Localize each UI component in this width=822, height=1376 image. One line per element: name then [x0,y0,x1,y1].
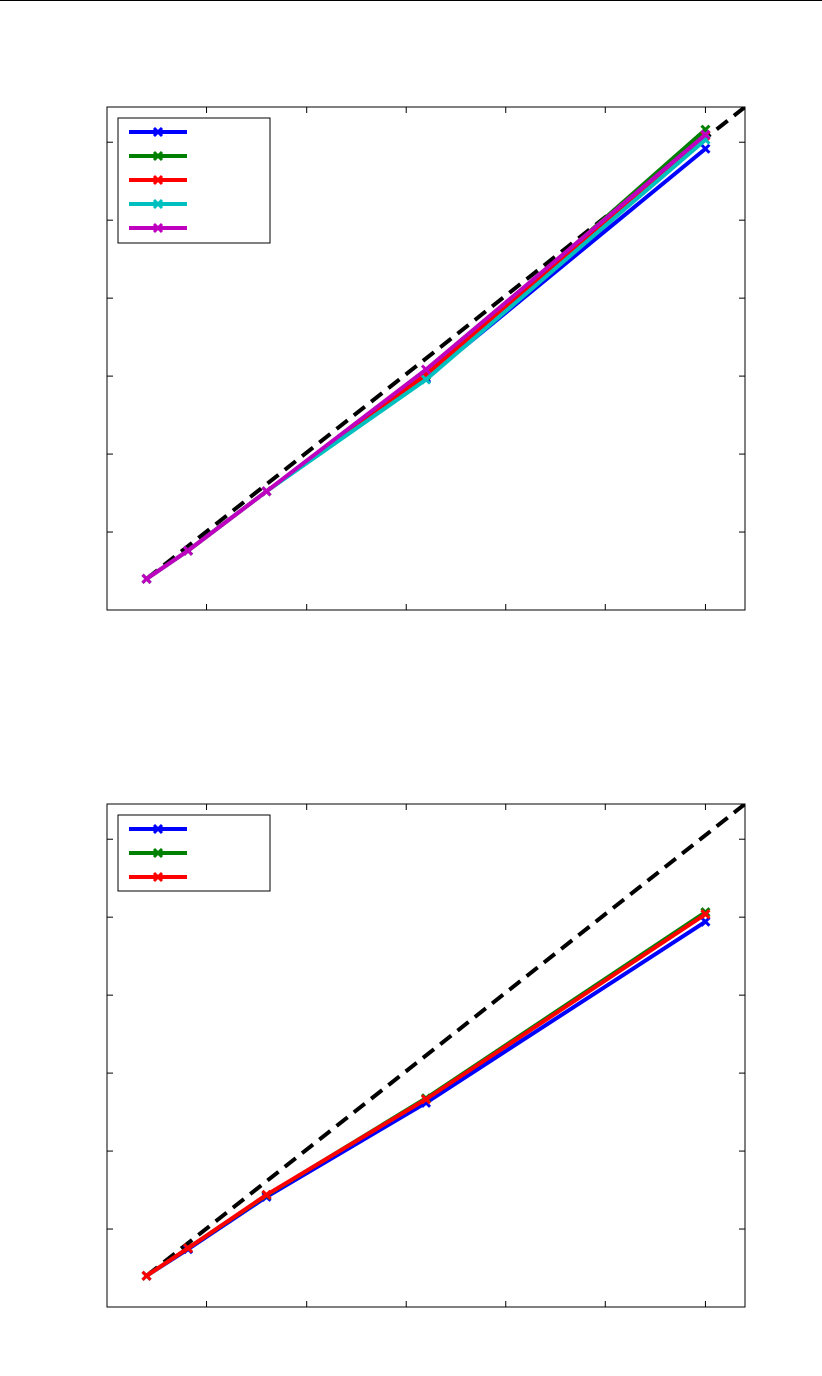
legend-item-1 [129,126,187,138]
legend-marker-b [152,871,164,883]
legend-item-5 [129,222,187,234]
legend-marker-b [152,198,164,210]
series-3-point [700,909,711,920]
legend-marker-b [152,174,164,186]
series-3-point [420,1094,432,1105]
legend [117,814,271,892]
series-1-point [700,916,711,927]
series-3-point [261,1189,272,1200]
series-5-point [420,364,432,375]
chart-top [106,106,746,611]
series-1-point [700,143,711,154]
plot-area [141,804,745,1281]
series-5-point [182,545,194,556]
series-4-point [420,374,432,385]
plot-area [141,107,745,584]
series-5-point [141,573,152,584]
legend-item-2 [129,847,187,859]
legend-marker-b [152,150,164,162]
point-marker-b [141,1270,152,1281]
point-marker-b [700,916,711,927]
reference-line [145,804,745,1278]
chart-bottom [106,803,746,1308]
series-5-point [261,486,272,497]
point-marker-b [700,129,711,140]
point-marker-b [261,486,272,497]
legend-marker-b [152,823,164,835]
series-3-point [182,1243,194,1254]
series-3-point [141,1270,152,1281]
point-marker-b [182,545,194,556]
point-marker-b [420,1094,432,1105]
page-header-rule [0,0,822,1]
legend-item-2 [129,150,187,162]
legend-item-4 [129,198,187,210]
point-marker-b [700,909,711,920]
point-marker-b [182,1243,194,1254]
legend [117,117,271,244]
legend-item-3 [129,871,187,883]
point-marker-b [420,364,432,375]
legend-marker-b [152,847,164,859]
reference-line [145,107,745,581]
point-marker-b [261,1189,272,1200]
legend-item-1 [129,823,187,835]
series-5-point [700,129,711,140]
point-marker-b [141,573,152,584]
legend-marker-b [152,222,164,234]
point-marker-b [420,374,432,385]
legend-item-3 [129,174,187,186]
legend-marker-b [152,126,164,138]
point-marker-b [700,143,711,154]
